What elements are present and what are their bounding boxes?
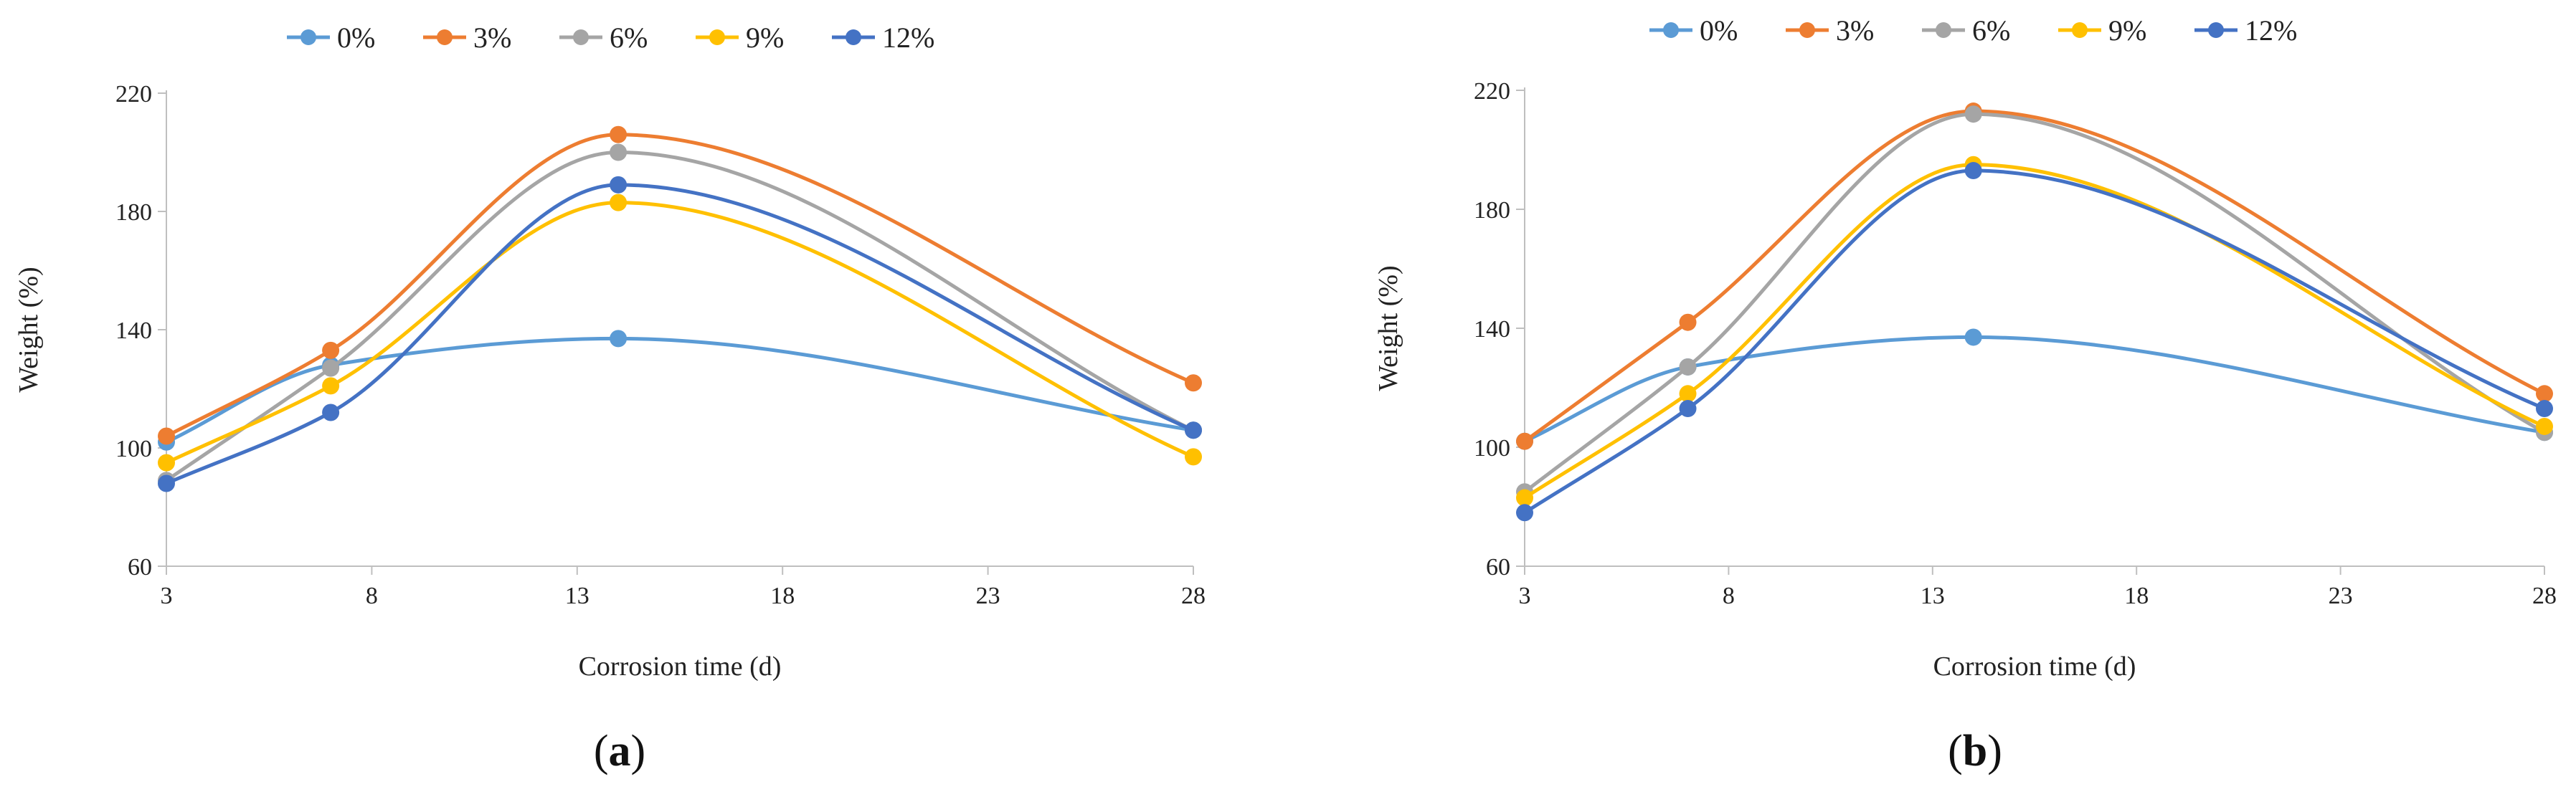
panel-label: (b) xyxy=(1948,727,2002,775)
x-tick-label: 23 xyxy=(2329,583,2353,609)
legend-item: 0% xyxy=(287,22,375,54)
data-point-3pct xyxy=(2536,385,2553,403)
legend-label: 9% xyxy=(2108,14,2146,47)
series-line-0pct xyxy=(165,336,1194,444)
x-tick-label: 13 xyxy=(565,583,589,609)
data-point-12pct xyxy=(610,176,628,194)
legend-item: 9% xyxy=(696,22,784,54)
x-tick-label: 18 xyxy=(770,583,795,609)
series-line-9pct xyxy=(165,201,1195,464)
x-tick-label: 3 xyxy=(161,583,173,609)
legend-item: 0% xyxy=(1649,14,1738,47)
legend-swatch-marker xyxy=(437,29,453,45)
legend-label: 6% xyxy=(610,22,648,54)
y-tick-label: 220 xyxy=(115,81,152,108)
x-tick-label: 23 xyxy=(976,583,1000,609)
chart-panel-b: 60 100 140 180 220 3 8 13 18 23 28 Corrosion time (… xyxy=(1373,14,2557,775)
legend-swatch-marker xyxy=(846,29,861,45)
legend-swatch-marker xyxy=(2208,22,2224,38)
y-tick-label: 180 xyxy=(115,199,152,226)
data-point-12pct xyxy=(322,404,340,421)
data-point-3pct xyxy=(1679,313,1697,331)
legend-item: 6% xyxy=(559,22,648,54)
x-tick-label: 8 xyxy=(366,583,378,609)
y-tick-label: 60 xyxy=(128,554,152,581)
data-point-3pct xyxy=(1185,374,1202,392)
data-point-3pct xyxy=(158,427,175,445)
x-tick-label: 28 xyxy=(2532,583,2557,609)
data-point-0pct xyxy=(610,330,628,348)
series-line-6pct xyxy=(165,151,1195,482)
chart-panel-a: 60 100 140 180 220 3 8 13 18 23 28 Corrosion time (… xyxy=(14,22,1206,775)
data-point-9pct xyxy=(158,454,175,472)
data-point-12pct xyxy=(158,474,175,492)
series-line-12pct xyxy=(166,183,1194,485)
legend-item: 9% xyxy=(2058,14,2146,47)
legend-swatch-marker xyxy=(1799,22,1815,38)
data-point-3pct xyxy=(1516,432,1533,450)
legend-item: 6% xyxy=(1922,14,2010,47)
data-point-12pct xyxy=(1516,504,1533,522)
y-tick-label: 140 xyxy=(115,318,152,344)
y-tick-label: 100 xyxy=(115,436,152,462)
legend-item: 12% xyxy=(832,22,934,54)
legend-swatch-marker xyxy=(1936,22,1951,38)
legend-label: 6% xyxy=(1972,14,2010,47)
legend-item: 3% xyxy=(1786,14,1874,47)
data-point-9pct xyxy=(1516,489,1533,507)
data-point-6pct xyxy=(1964,105,1982,123)
legend-swatch-marker xyxy=(300,29,316,45)
series-line-9pct xyxy=(1523,163,2546,500)
legend-item: 3% xyxy=(423,22,511,54)
legend-label: 0% xyxy=(1700,14,1738,47)
data-point-0pct xyxy=(1964,328,1982,346)
y-tick-label: 180 xyxy=(1474,197,1510,224)
y-axis-title: Weight (%) xyxy=(14,267,44,392)
series-line-6pct xyxy=(1523,112,2546,494)
series-line-3pct xyxy=(165,133,1194,438)
data-point-6pct xyxy=(1679,358,1697,376)
data-point-3pct xyxy=(322,341,340,359)
x-tick-label: 13 xyxy=(1921,583,1945,609)
series-line-0pct xyxy=(1523,335,2545,443)
x-tick-label: 28 xyxy=(1181,583,1206,609)
y-axis-title: Weight (%) xyxy=(1373,265,1403,391)
data-point-9pct xyxy=(322,377,340,395)
x-axis-title: Corrosion time (d) xyxy=(1933,652,2136,682)
data-point-9pct xyxy=(2536,417,2553,435)
data-point-6pct xyxy=(322,359,340,377)
legend-item: 12% xyxy=(2194,14,2297,47)
legend-swatch-marker xyxy=(1663,22,1679,38)
data-point-3pct xyxy=(610,125,628,143)
legend-label: 0% xyxy=(337,22,375,54)
data-point-9pct xyxy=(610,194,628,211)
y-tick-label: 60 xyxy=(1486,554,1510,581)
data-point-12pct xyxy=(1964,162,1982,180)
legend-label: 12% xyxy=(2245,14,2297,47)
data-point-12pct xyxy=(2536,400,2553,418)
legend-swatch-marker xyxy=(709,29,725,45)
legend-swatch-marker xyxy=(573,29,589,45)
x-axis-title: Corrosion time (d) xyxy=(579,652,782,682)
legend-label: 3% xyxy=(473,22,511,54)
legend-swatch-marker xyxy=(2072,22,2088,38)
y-tick-label: 140 xyxy=(1474,316,1510,343)
legend-label: 9% xyxy=(746,22,784,54)
series-line-12pct xyxy=(1523,168,2545,515)
x-tick-label: 3 xyxy=(1519,583,1531,609)
y-tick-label: 100 xyxy=(1474,435,1510,462)
series-line-3pct xyxy=(1523,109,2546,443)
x-tick-label: 8 xyxy=(1723,583,1735,609)
data-point-9pct xyxy=(1185,448,1202,466)
y-tick-label: 220 xyxy=(1474,78,1510,105)
data-point-12pct xyxy=(1185,421,1202,439)
panel-label: (a) xyxy=(594,727,645,775)
data-point-9pct xyxy=(1679,385,1697,403)
data-point-12pct xyxy=(1679,400,1697,418)
legend-label: 12% xyxy=(882,22,934,54)
x-tick-label: 18 xyxy=(2124,583,2149,609)
data-point-6pct xyxy=(610,143,628,161)
legend-label: 3% xyxy=(1836,14,1874,47)
